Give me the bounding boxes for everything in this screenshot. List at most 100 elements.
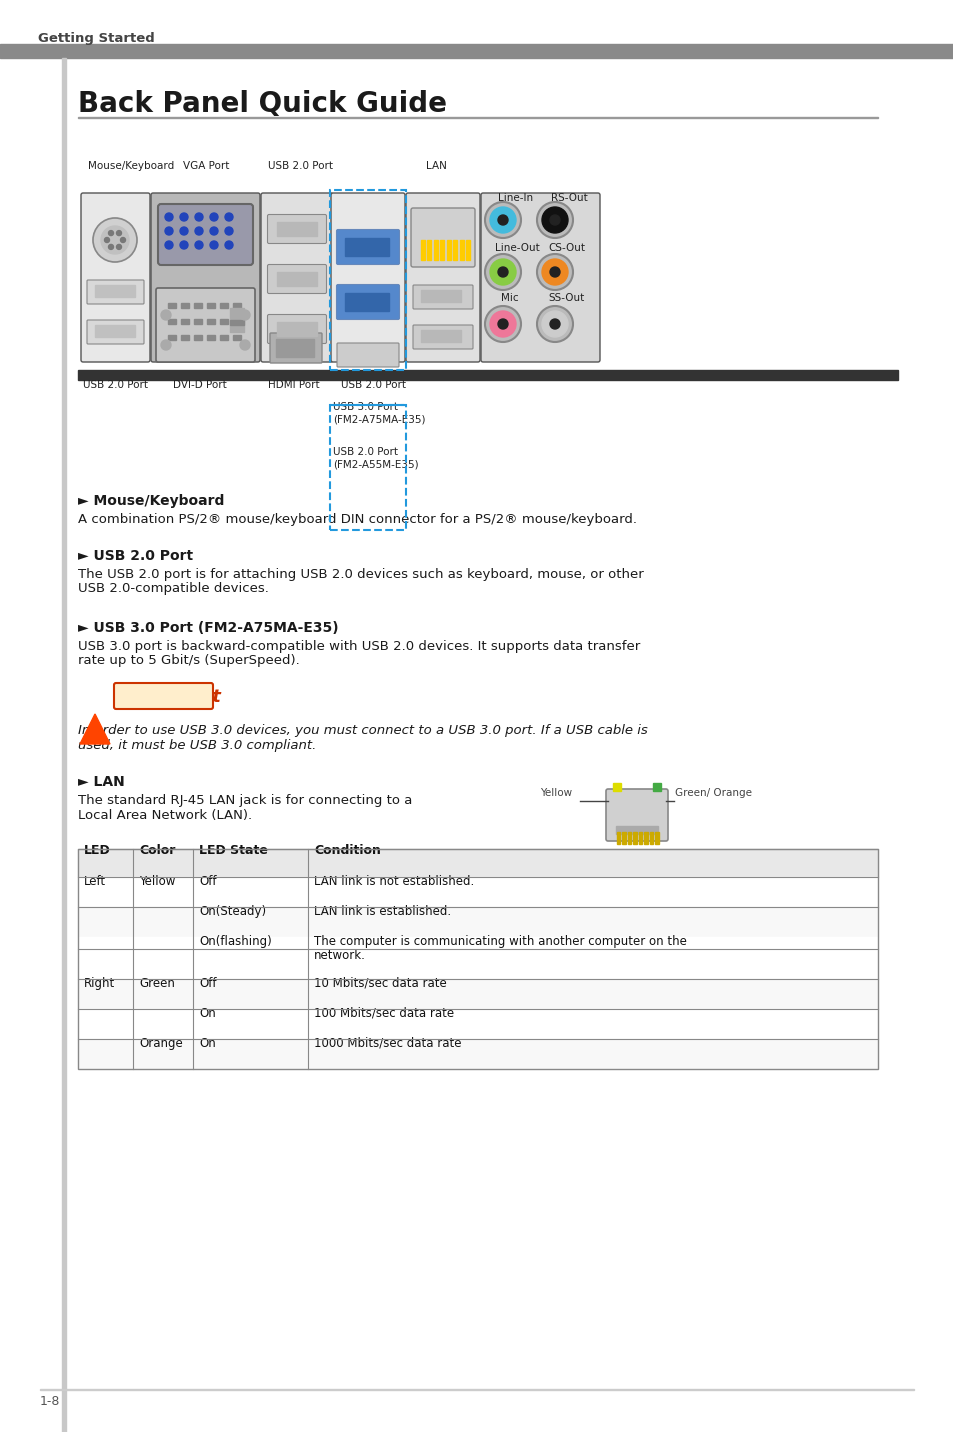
Bar [330,190,406,369]
Text: Line-In: Line-In [497,193,533,203]
Text: RS-Out: RS-Out [551,193,587,203]
Bar [78,906,877,937]
Bar [453,241,457,261]
Circle shape [541,311,567,337]
Text: Back Panel Quick Guide: Back Panel Quick Guide [78,90,447,117]
Circle shape [550,215,559,225]
Circle shape [116,245,121,249]
Bar [220,319,228,324]
Circle shape [120,238,126,242]
Text: USB 3.0 Port: USB 3.0 Port [333,402,397,412]
Bar [193,335,202,339]
Circle shape [92,218,137,262]
Text: 100 Mbits/sec data rate: 100 Mbits/sec data rate [314,1007,454,1020]
Text: Yellow: Yellow [539,788,572,798]
Circle shape [225,241,233,249]
Bar [168,304,175,308]
Text: In order to use USB 3.0 devices, you must connect to a USB 3.0 port. If a USB ca: In order to use USB 3.0 devices, you mus… [78,725,647,737]
Text: 1-8: 1-8 [40,1395,60,1408]
Text: On(Steady): On(Steady) [199,905,266,918]
FancyBboxPatch shape [267,315,326,344]
Bar [652,783,660,790]
Bar [440,241,444,261]
Text: VGA Port: VGA Port [183,160,229,170]
Bar [78,116,877,117]
Text: LAN: LAN [426,160,446,170]
Circle shape [490,259,516,285]
Text: USB 2.0 Port: USB 2.0 Port [333,447,397,457]
Circle shape [210,213,218,221]
Bar [233,304,241,308]
Text: Orange: Orange [139,1037,183,1050]
Bar [434,241,437,261]
Bar [276,272,316,286]
Text: LAN link is not established.: LAN link is not established. [314,875,474,888]
Bar [420,241,424,261]
Text: USB 2.0 Port: USB 2.0 Port [83,379,148,390]
Text: USB 2.0-compatible devices.: USB 2.0-compatible devices. [78,581,269,596]
Circle shape [194,241,203,249]
Circle shape [484,202,520,238]
Text: USB 3.0 port is backward-compatible with USB 2.0 devices. It supports data trans: USB 3.0 port is backward-compatible with… [78,640,639,653]
Text: ► LAN: ► LAN [78,775,125,789]
Bar [330,405,406,530]
Text: The computer is communicating with another computer on the: The computer is communicating with anoth… [314,935,686,948]
Bar [420,291,460,302]
Text: Getting Started: Getting Started [38,32,154,44]
Text: USB 2.0 Port: USB 2.0 Port [340,379,406,390]
FancyBboxPatch shape [267,215,326,243]
Circle shape [161,339,171,349]
FancyBboxPatch shape [87,281,144,304]
Bar [78,849,877,876]
Text: DVI-D Port: DVI-D Port [172,379,227,390]
FancyBboxPatch shape [411,208,475,266]
FancyBboxPatch shape [156,288,254,362]
Bar [168,319,175,324]
Bar [95,285,135,296]
FancyBboxPatch shape [113,683,213,709]
Bar [181,304,189,308]
Circle shape [497,215,507,225]
Bar [0,0,953,44]
Text: Mouse/Keyboard: Mouse/Keyboard [88,160,174,170]
Polygon shape [80,715,110,745]
Text: LED: LED [84,843,111,856]
Circle shape [497,319,507,329]
Bar [639,832,641,843]
Text: (FM2-A55M-E35): (FM2-A55M-E35) [333,460,418,470]
Bar [220,304,228,308]
Circle shape [194,228,203,235]
Circle shape [225,228,233,235]
Text: On: On [199,1037,215,1050]
FancyBboxPatch shape [406,193,479,362]
Circle shape [497,266,507,276]
Bar [181,335,189,339]
Bar [193,319,202,324]
Bar [168,335,175,339]
Circle shape [194,213,203,221]
FancyBboxPatch shape [267,265,326,294]
Bar [459,241,463,261]
Bar [207,304,214,308]
Circle shape [105,238,110,242]
FancyBboxPatch shape [151,193,260,362]
Text: Left: Left [84,875,106,888]
Circle shape [116,231,121,236]
Circle shape [165,241,172,249]
Circle shape [240,309,250,319]
Bar [447,241,451,261]
Bar [420,329,460,342]
FancyBboxPatch shape [336,229,399,265]
FancyBboxPatch shape [261,193,333,362]
Text: Yellow: Yellow [139,875,175,888]
Circle shape [490,208,516,233]
Text: Local Area Network (LAN).: Local Area Network (LAN). [78,809,252,822]
Bar [613,783,620,790]
Text: ► USB 2.0 Port: ► USB 2.0 Port [78,548,193,563]
Circle shape [180,228,188,235]
Circle shape [537,253,573,291]
Bar [78,876,877,906]
FancyBboxPatch shape [480,193,599,362]
Text: CS-Out: CS-Out [547,243,584,253]
Bar [78,1040,877,1070]
